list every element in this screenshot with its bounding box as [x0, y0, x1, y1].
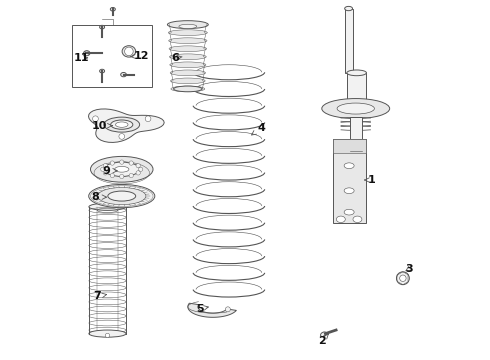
- Circle shape: [139, 167, 143, 171]
- Circle shape: [225, 307, 230, 312]
- Ellipse shape: [337, 103, 374, 114]
- Circle shape: [105, 333, 110, 338]
- Ellipse shape: [169, 46, 207, 51]
- Ellipse shape: [170, 54, 206, 60]
- Ellipse shape: [99, 25, 104, 29]
- Text: 1: 1: [365, 175, 376, 185]
- Circle shape: [85, 51, 89, 55]
- Ellipse shape: [104, 117, 140, 132]
- Circle shape: [129, 174, 133, 177]
- Ellipse shape: [116, 122, 128, 127]
- Ellipse shape: [121, 72, 126, 77]
- Ellipse shape: [122, 46, 136, 57]
- Text: 12: 12: [131, 51, 149, 61]
- Ellipse shape: [322, 99, 390, 118]
- Polygon shape: [89, 109, 164, 143]
- Text: 5: 5: [196, 303, 208, 314]
- Circle shape: [100, 167, 105, 171]
- Circle shape: [120, 174, 124, 179]
- Polygon shape: [188, 303, 236, 317]
- Ellipse shape: [104, 162, 140, 176]
- Ellipse shape: [173, 86, 202, 92]
- Ellipse shape: [336, 216, 345, 222]
- Ellipse shape: [89, 330, 126, 337]
- Circle shape: [103, 171, 107, 175]
- Ellipse shape: [170, 62, 206, 68]
- Bar: [72, 24, 152, 87]
- Ellipse shape: [320, 332, 327, 337]
- Ellipse shape: [91, 157, 153, 182]
- Text: 7: 7: [93, 292, 107, 301]
- Ellipse shape: [89, 184, 155, 208]
- Ellipse shape: [83, 51, 90, 56]
- Ellipse shape: [98, 188, 146, 204]
- Circle shape: [119, 134, 124, 139]
- Circle shape: [400, 275, 406, 282]
- Bar: [344, 9, 352, 73]
- Text: 2: 2: [318, 334, 329, 346]
- Text: 3: 3: [406, 264, 413, 274]
- Ellipse shape: [344, 163, 354, 168]
- Ellipse shape: [115, 166, 129, 172]
- Circle shape: [396, 272, 409, 285]
- Text: 8: 8: [92, 192, 106, 202]
- Ellipse shape: [170, 70, 205, 76]
- Circle shape: [129, 161, 133, 165]
- Text: 4: 4: [251, 123, 265, 135]
- Ellipse shape: [171, 78, 205, 84]
- Text: 9: 9: [102, 166, 117, 176]
- Circle shape: [136, 171, 140, 175]
- Text: 10: 10: [92, 121, 113, 131]
- Ellipse shape: [169, 38, 207, 44]
- Circle shape: [93, 116, 98, 122]
- Circle shape: [136, 163, 140, 168]
- Ellipse shape: [344, 188, 354, 194]
- Circle shape: [120, 160, 124, 164]
- Ellipse shape: [108, 191, 136, 201]
- Ellipse shape: [168, 21, 208, 28]
- Ellipse shape: [111, 120, 133, 129]
- Circle shape: [103, 163, 107, 168]
- Bar: [333, 139, 366, 153]
- Ellipse shape: [89, 203, 126, 210]
- Ellipse shape: [353, 216, 362, 222]
- Ellipse shape: [179, 24, 197, 28]
- Text: 11: 11: [74, 53, 90, 63]
- Circle shape: [145, 116, 151, 122]
- Bar: [333, 139, 366, 223]
- Ellipse shape: [347, 102, 367, 108]
- Bar: [347, 73, 367, 105]
- Circle shape: [110, 174, 115, 177]
- Ellipse shape: [344, 6, 352, 11]
- Ellipse shape: [169, 30, 207, 36]
- Text: 6: 6: [172, 53, 182, 63]
- Ellipse shape: [171, 86, 205, 92]
- Ellipse shape: [110, 8, 115, 11]
- Ellipse shape: [99, 69, 104, 73]
- Ellipse shape: [347, 70, 367, 76]
- Circle shape: [110, 161, 115, 165]
- Ellipse shape: [344, 209, 354, 215]
- Circle shape: [124, 47, 133, 56]
- Bar: [350, 117, 362, 216]
